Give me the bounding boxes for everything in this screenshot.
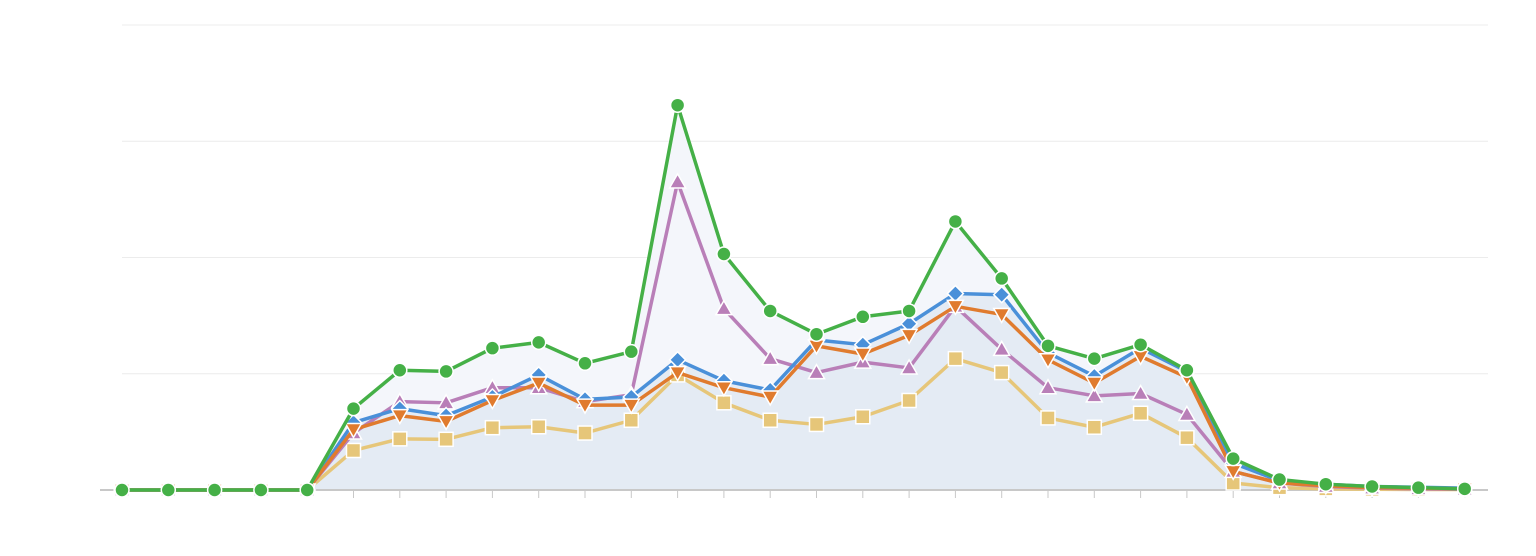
data-point	[993, 364, 1010, 381]
data-point	[1177, 404, 1197, 422]
data-point	[345, 400, 362, 417]
data-point	[808, 326, 825, 342]
data-point	[1085, 376, 1104, 393]
data-point	[483, 393, 502, 410]
data-point	[438, 431, 454, 448]
area-inner	[122, 293, 1465, 490]
data-point	[993, 270, 1010, 287]
data-point	[622, 398, 641, 415]
data-point	[530, 419, 547, 435]
data-point	[484, 419, 501, 436]
data-point	[855, 309, 871, 325]
data-point	[623, 412, 640, 428]
data-point	[760, 349, 780, 366]
data-point	[762, 303, 778, 319]
data-point	[575, 398, 595, 415]
data-point	[807, 363, 826, 380]
data-point	[668, 365, 687, 383]
data-point	[206, 482, 223, 498]
data-point	[901, 392, 917, 409]
data-point	[1410, 479, 1427, 496]
data-point	[1085, 386, 1104, 403]
data-point	[716, 395, 732, 411]
data-point	[160, 482, 177, 498]
data-point	[529, 376, 548, 393]
data-point	[1179, 362, 1195, 379]
series-line	[122, 304, 1465, 492]
data-point	[1179, 429, 1195, 446]
data-point	[992, 307, 1011, 324]
data-point	[1086, 350, 1103, 367]
series-line	[122, 103, 1465, 492]
data-point	[392, 431, 408, 447]
data-point	[253, 482, 269, 498]
data-point	[808, 416, 825, 433]
series-lines	[112, 97, 1474, 500]
data-point	[946, 299, 965, 316]
data-point	[760, 390, 780, 407]
data-point	[1131, 384, 1150, 401]
data-point	[114, 482, 130, 498]
data-point	[1038, 378, 1058, 395]
data-point	[855, 409, 871, 425]
data-point	[669, 97, 686, 113]
data-point	[714, 380, 734, 398]
data-point	[899, 328, 919, 345]
data-point	[714, 299, 734, 316]
data-point	[623, 343, 640, 360]
data-point	[344, 422, 363, 440]
area-fills	[122, 105, 1465, 491]
data-point	[853, 347, 873, 364]
data-point	[762, 412, 778, 428]
data-point	[1225, 450, 1241, 467]
data-point	[345, 442, 362, 459]
data-point	[299, 482, 315, 498]
data-point	[1364, 478, 1380, 495]
data-point	[577, 355, 593, 372]
data-point	[992, 339, 1011, 357]
data-point	[1456, 481, 1473, 497]
data-point	[436, 414, 456, 431]
data-point	[1271, 471, 1288, 488]
data-point	[1132, 336, 1149, 353]
data-point	[1040, 338, 1056, 354]
grid-lines	[122, 24, 1488, 375]
data-point	[1040, 410, 1056, 426]
data-point	[899, 358, 919, 375]
data-point	[392, 362, 408, 379]
data-point	[716, 246, 732, 262]
data-point	[947, 350, 964, 367]
series-5	[114, 97, 1473, 498]
data-point	[1318, 476, 1334, 492]
data-point	[390, 408, 410, 426]
data-point	[1086, 419, 1103, 435]
data-point	[1132, 405, 1149, 422]
data-point	[901, 303, 917, 319]
data-point	[992, 285, 1011, 304]
data-point	[947, 213, 964, 230]
data-point	[484, 340, 501, 356]
data-point	[1038, 353, 1058, 370]
data-point	[577, 425, 593, 441]
data-point	[668, 172, 687, 189]
data-point	[438, 363, 454, 380]
data-point	[530, 334, 547, 351]
